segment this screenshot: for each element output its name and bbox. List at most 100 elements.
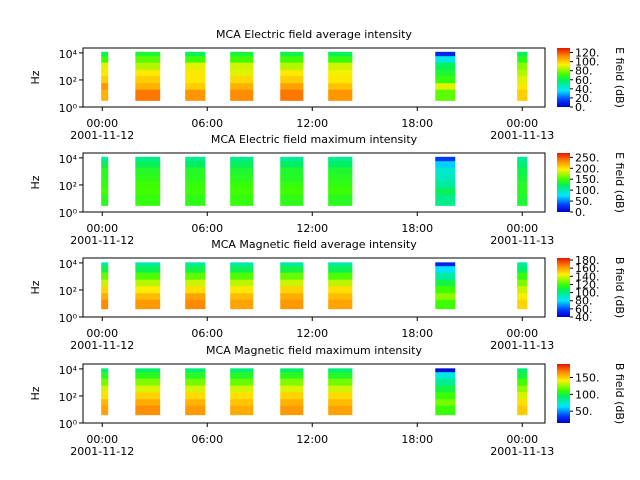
colorbar-label: B field (dB) [613, 363, 626, 424]
spectrogram-cell [101, 69, 109, 77]
spectrogram-cell [517, 75, 528, 84]
colorbar-tick-label: 20. [575, 92, 593, 105]
spectrogram-cell [101, 167, 109, 175]
spectrogram-cell [185, 156, 206, 162]
spectrogram-cell [435, 89, 456, 101]
spectrogram-cell [435, 82, 456, 90]
spectrogram-cell [101, 391, 109, 400]
spectrogram-cell [328, 174, 353, 182]
spectrogram-cell [517, 55, 528, 63]
x-tick-label: 00:00 [506, 222, 538, 235]
spectrogram-cell [328, 279, 353, 287]
x-tick-label: 06:00 [191, 222, 223, 235]
spectrogram-cell [185, 299, 206, 310]
spectrogram-cell [517, 89, 528, 101]
spectrogram-cell [435, 180, 456, 189]
spectrogram-cell [230, 160, 254, 168]
spectrogram-cell [435, 378, 456, 386]
spectrogram-cell [280, 187, 304, 195]
spectrogram-cell [230, 180, 254, 189]
spectrogram-cell [328, 187, 353, 195]
spectrogram-cell [185, 89, 206, 101]
spectrogram-cell [435, 156, 456, 162]
spectrogram-cell [280, 285, 304, 294]
spectrogram-cell [185, 75, 206, 84]
spectrogram-cell [185, 55, 206, 63]
spectrogram-cell [280, 292, 304, 300]
spectrogram-cell [135, 272, 161, 280]
spectrogram-cell [185, 187, 206, 195]
spectrogram-cell [280, 75, 304, 84]
colorbar-label: E field (dB) [613, 152, 626, 213]
spectrogram-cell [517, 378, 528, 386]
spectrogram-cell [280, 272, 304, 280]
spectrogram-cell [230, 385, 254, 393]
spectrogram-cell [185, 279, 206, 287]
spectrogram-cell [230, 156, 254, 162]
spectrogram-cell [328, 371, 353, 379]
spectrogram-cell [328, 378, 353, 386]
spectrogram-cell [328, 299, 353, 310]
spectrogram-cell [135, 279, 161, 287]
spectrogram-cell [185, 272, 206, 280]
spectrogram-cell [517, 279, 528, 287]
x-date-label: 2001-11-12 [70, 129, 134, 142]
colorbar [557, 364, 570, 423]
spectrogram-cell [280, 385, 304, 393]
colorbar-tick-label: 60. [575, 303, 593, 316]
spectrogram-cell [230, 279, 254, 287]
spectrogram-cell [230, 69, 254, 77]
x-tick-label: 06:00 [191, 327, 223, 340]
spectrogram-cell [435, 391, 456, 400]
spectrogram-cell [101, 174, 109, 182]
spectrogram-cell [135, 371, 161, 379]
x-date-label: 2001-11-12 [70, 339, 134, 352]
spectrogram-cell [517, 194, 528, 206]
spectrogram-cell [135, 299, 161, 310]
spectrogram-cell [101, 285, 109, 294]
spectrogram-cell [517, 398, 528, 406]
spectrogram-cell [328, 69, 353, 77]
x-tick-label: 12:00 [296, 222, 328, 235]
spectrogram-cell [135, 160, 161, 168]
colorbar-tick-label: 200. [575, 162, 600, 175]
colorbar [557, 153, 570, 212]
spectrogram-cell [435, 368, 456, 373]
spectrogram-cell [328, 265, 353, 273]
spectrogram-cell [517, 62, 528, 70]
y-tick-label: 10⁰ [59, 312, 78, 325]
axes-frame [82, 257, 546, 318]
spectrogram-cell [435, 272, 456, 280]
spectrogram-cell [517, 265, 528, 273]
colorbar [557, 258, 570, 317]
x-tick-label: 00:00 [506, 327, 538, 340]
y-axis-label: Hz [29, 386, 42, 400]
colorbar-tick-label: 150. [575, 173, 600, 186]
x-tick-label: 18:00 [401, 117, 433, 130]
y-axis-label: Hz [29, 280, 42, 294]
spectrogram-cell [435, 167, 456, 175]
spectrogram-cell [185, 368, 206, 373]
spectrogram-cell [280, 368, 304, 373]
spectrogram-cell [135, 82, 161, 90]
spectrogram-cell [328, 51, 353, 57]
spectrogram-cell [135, 292, 161, 300]
spectrogram-cell [517, 69, 528, 77]
spectrogram-cell [230, 187, 254, 195]
spectrogram-cell [328, 385, 353, 393]
spectrogram-cell [435, 187, 456, 195]
spectrogram-cell [135, 69, 161, 77]
spectrogram-cell [101, 272, 109, 280]
spectrogram-cell [435, 69, 456, 77]
spectrogram-cell [185, 160, 206, 168]
spectrogram-cell [230, 82, 254, 90]
spectrogram-cell [230, 292, 254, 300]
spectrogram-cell [517, 391, 528, 400]
spectrogram-cell [517, 160, 528, 168]
y-tick-label: 10⁴ [59, 258, 78, 271]
spectrogram-cell [185, 180, 206, 189]
spectrogram-cell [230, 62, 254, 70]
spectrogram-cell [435, 51, 456, 57]
spectrogram-cell [101, 194, 109, 206]
spectrogram-cell [230, 398, 254, 406]
